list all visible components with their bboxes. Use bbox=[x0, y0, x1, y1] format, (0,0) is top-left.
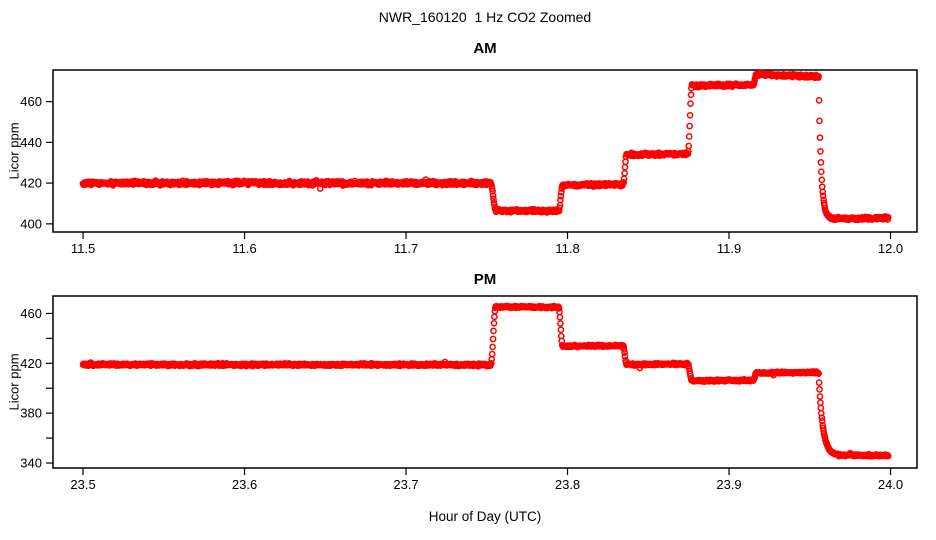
am-panel-title: AM bbox=[473, 40, 497, 57]
y-tick-label: 420 bbox=[20, 356, 42, 371]
x-tick-label: 23.6 bbox=[232, 477, 257, 492]
x-tick-label: 11.5 bbox=[71, 241, 95, 256]
pm-panel-title: PM bbox=[473, 271, 497, 288]
x-tick-label: 12.0 bbox=[878, 241, 903, 256]
figure-title: NWR_160120 1 Hz CO2 Zoomed bbox=[378, 9, 592, 25]
y-tick-label: 400 bbox=[20, 216, 42, 231]
x-axis-label: Hour of Day (UTC) bbox=[428, 509, 542, 524]
y-tick-label: 340 bbox=[20, 456, 42, 471]
y-tick-label: 460 bbox=[20, 306, 42, 321]
am-plot-box bbox=[52, 69, 918, 233]
pm-plot-box bbox=[52, 295, 918, 469]
x-tick-label: 23.7 bbox=[393, 477, 418, 492]
am-series-points bbox=[79, 69, 892, 224]
x-tick-label: 11.6 bbox=[232, 241, 256, 256]
x-tick-label: 23.5 bbox=[70, 477, 95, 492]
y-tick-label: 380 bbox=[20, 406, 42, 421]
pm-series-points bbox=[79, 302, 892, 460]
x-tick-label: 11.9 bbox=[717, 241, 741, 256]
x-tick-label: 24.0 bbox=[878, 477, 903, 492]
x-tick-label: 11.7 bbox=[394, 241, 418, 256]
y-tick-label: 460 bbox=[20, 94, 42, 109]
x-tick-label: 23.9 bbox=[716, 477, 741, 492]
y-tick-label: 440 bbox=[20, 135, 42, 150]
y-tick-label: 420 bbox=[20, 176, 42, 191]
x-tick-label: 11.8 bbox=[555, 241, 579, 256]
x-tick-label: 23.8 bbox=[555, 477, 580, 492]
